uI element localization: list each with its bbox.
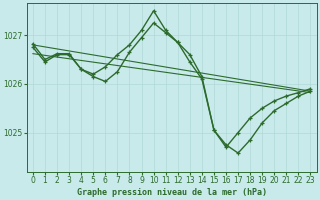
X-axis label: Graphe pression niveau de la mer (hPa): Graphe pression niveau de la mer (hPa) [77,188,267,197]
